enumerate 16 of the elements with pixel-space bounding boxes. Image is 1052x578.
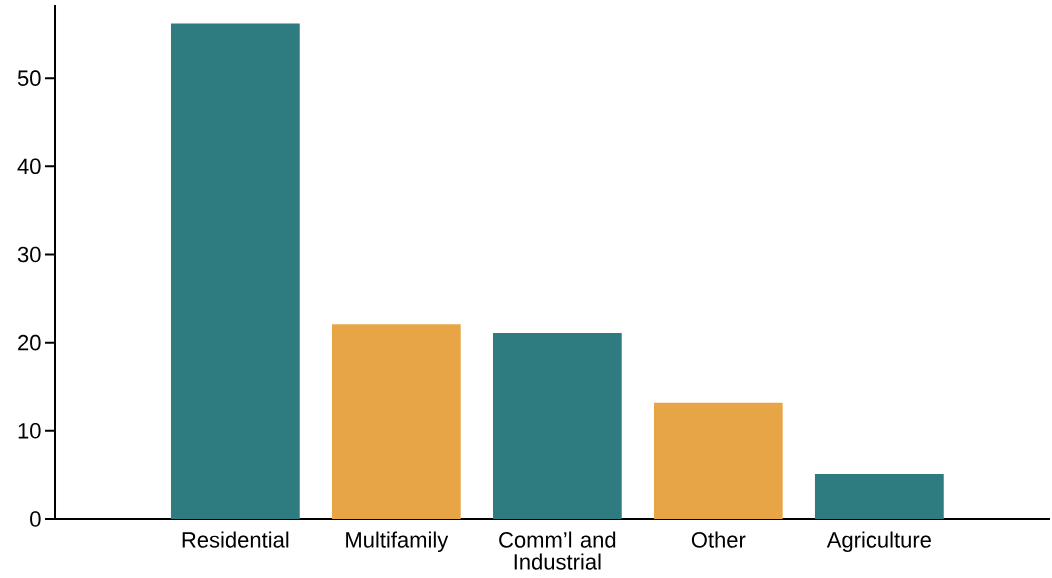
bar [331,324,461,519]
y-tick-label: 20 [18,334,41,351]
y-tick-label: 0 [30,511,41,527]
x-tick-label: Multifamily [346,531,449,553]
y-tick-label: 10 [18,423,41,439]
y-tick-label: 40 [17,158,41,175]
x-tick-label: Residential [182,531,289,548]
y-tick-label: 50 [17,70,41,86]
bar [814,474,944,519]
bar [170,23,300,519]
x-tick-label: Agriculture [826,531,931,553]
bar [492,332,622,519]
bar [653,402,783,519]
y-tick-label: 30 [17,246,41,263]
x-tick-label: Comm’l and Industrial [499,531,616,570]
x-tick-label: Other [691,531,746,548]
